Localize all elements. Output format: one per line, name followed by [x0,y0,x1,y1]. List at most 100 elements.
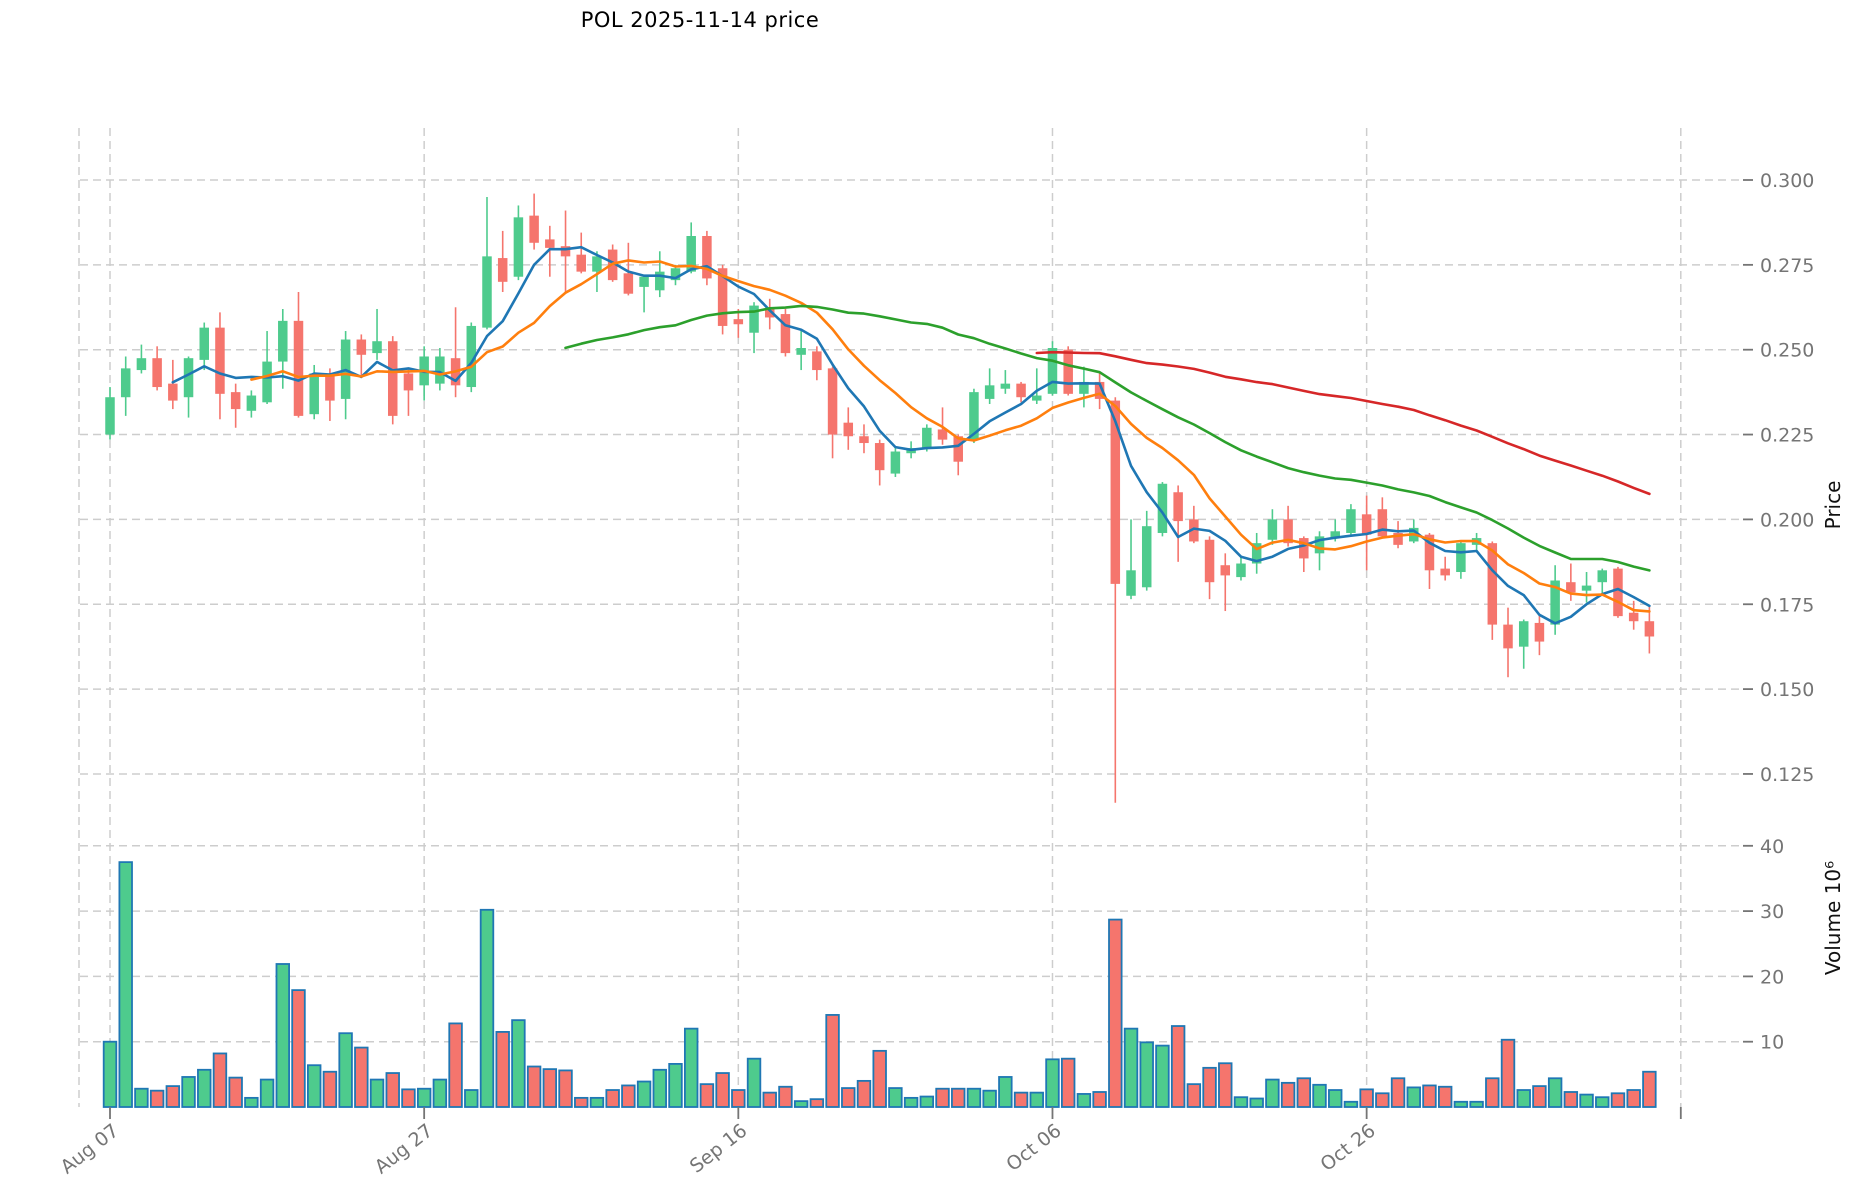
volume-bar [1485,1077,1500,1108]
candle [1613,566,1623,618]
volume-bar [1595,1096,1610,1108]
volume-bar [1170,1025,1186,1108]
candle-body [1581,585,1592,591]
volume-bar [621,1084,636,1108]
volume-bar [385,1072,400,1108]
candle-body [1644,621,1655,637]
candle [1377,497,1388,539]
volume-bar [1280,1081,1296,1108]
candle-body [639,276,649,287]
candle [325,368,335,421]
candle [1141,510,1152,591]
volume-bar [1437,1085,1453,1108]
volume-bar [1406,1086,1421,1108]
candle [670,264,681,286]
candle [1628,600,1639,630]
candle-body [403,373,414,391]
volume-bar [1328,1089,1343,1108]
candle [812,346,822,381]
candle-body [1220,565,1231,576]
candle-body [969,392,979,440]
candle [356,334,367,376]
volume-axis-title: Volume 10⁶ [1821,861,1845,975]
candle [1204,536,1215,600]
candle-body [670,268,681,281]
candle-body [1597,570,1608,583]
volume-bar [1108,918,1123,1108]
volume-bar [1453,1100,1469,1108]
candle [120,356,131,416]
candle [1189,505,1199,544]
candle-body [529,215,539,243]
candle-body [592,256,602,272]
candle [1126,519,1136,600]
candle [262,331,272,405]
candle [623,242,634,296]
candle-body [984,385,995,399]
candle-body [1456,543,1466,573]
candle [1157,482,1168,537]
price-tick-label: 0.125 [1760,764,1814,786]
candle [592,251,602,293]
candle-body [702,236,712,279]
candle-body [120,368,131,398]
candle [1063,346,1073,396]
date-tick-label: Oct 26 [1316,1120,1379,1176]
price-tick-label: 0.175 [1760,594,1814,616]
candle [215,312,225,420]
candle [482,196,492,330]
date-tick-label: Aug 07 [56,1120,123,1179]
candle [1094,373,1105,410]
candle [1346,504,1356,537]
volume-tick-label: 20 [1760,966,1784,988]
volume-bar [731,1089,746,1108]
candle-body [1330,531,1340,539]
volume-bar [526,1065,542,1108]
volume-bar [102,1040,118,1108]
candle-body [859,436,869,444]
volume-bar [935,1087,950,1108]
candle-body [1157,483,1168,533]
volume-bar [511,1019,526,1108]
candle-body [136,358,147,371]
volume-bar [966,1087,982,1108]
volume-bar [338,1032,353,1108]
volume-bar [1626,1089,1641,1108]
candle-body [1126,570,1136,596]
volume-bar [699,1083,715,1108]
candle-body [309,373,319,415]
candle-body [1314,536,1325,554]
volume-tick-label: 10 [1760,1032,1784,1054]
ma-line-30 [564,304,1651,572]
candle-body [230,392,241,410]
candle [513,205,524,281]
candle-body [1503,624,1513,649]
candle-body [325,373,335,401]
volume-bar [1500,1038,1516,1108]
candle-body [1424,534,1435,571]
candle-body [1267,519,1278,540]
candle-body [293,320,304,416]
candle [1566,563,1576,601]
candle-body [387,341,398,416]
candle [1534,614,1545,656]
candle-body [1346,509,1356,533]
candle [1251,532,1262,574]
candle-body [890,451,901,474]
volume-bar [212,1052,228,1108]
candle-body [937,429,948,440]
volume-bar [1013,1091,1029,1108]
candle [953,434,963,476]
volume-bar [1265,1078,1280,1108]
candle-body [1283,519,1293,544]
candle [560,210,571,294]
candle-body [686,236,696,272]
candle [1597,568,1608,595]
candle [1047,341,1058,396]
candle-body [1000,383,1011,389]
volume-tick-label: 30 [1760,901,1784,923]
volume-bar [1123,1027,1139,1108]
volume-bar [715,1072,730,1108]
candle-body [1393,532,1403,545]
candle-body [874,443,885,471]
